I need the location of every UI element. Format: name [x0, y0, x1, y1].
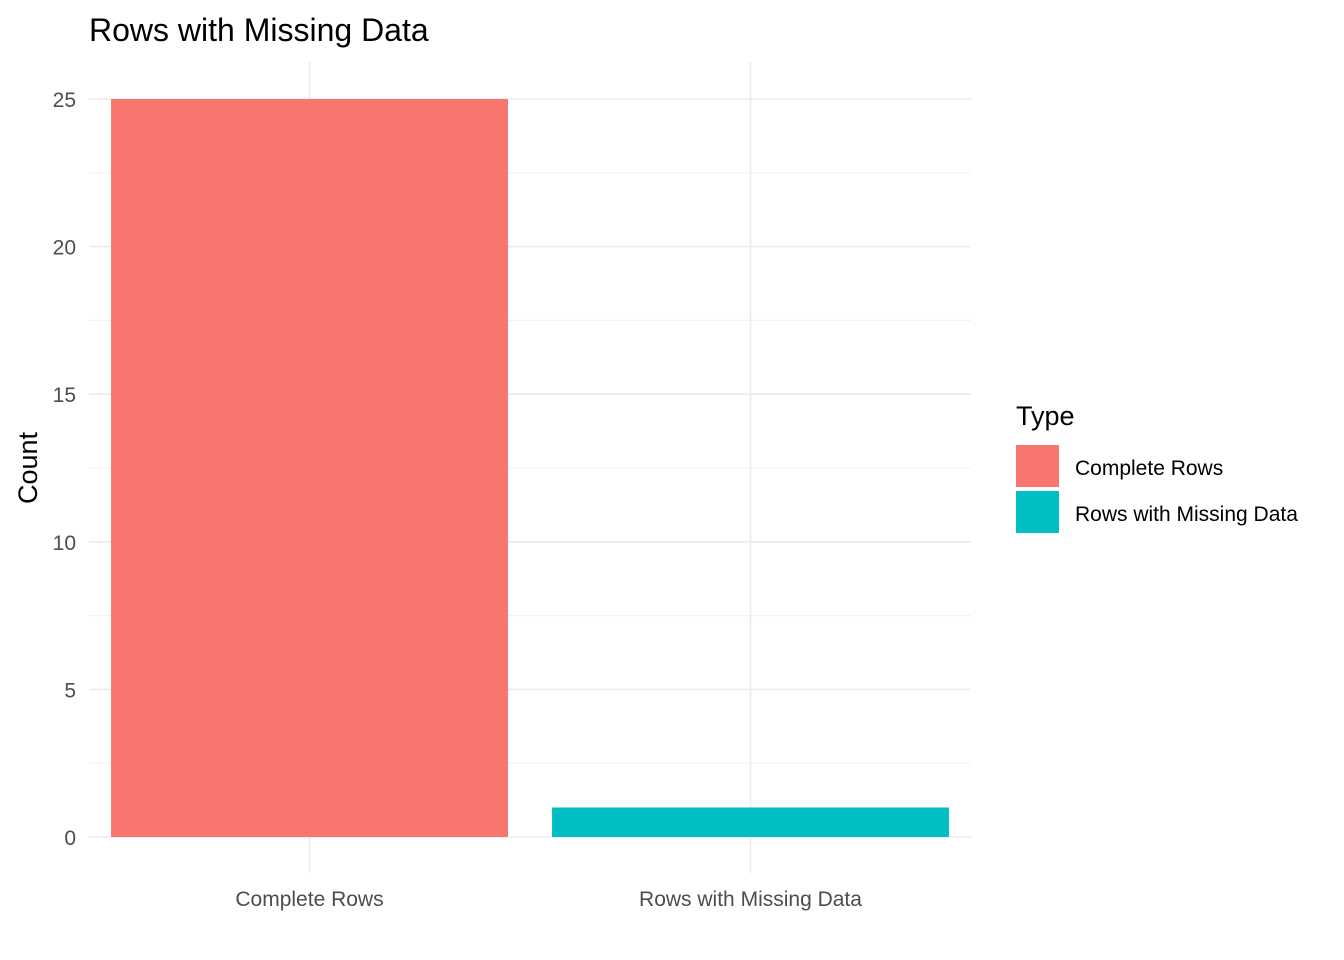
- x-tick-label: Complete Rows: [235, 888, 383, 911]
- y-tick-label: 0: [64, 827, 76, 850]
- bars: [111, 99, 949, 837]
- legend-title: Type: [1016, 401, 1075, 431]
- y-tick-label: 5: [64, 679, 76, 702]
- bar: [552, 807, 949, 837]
- chart-title: Rows with Missing Data: [89, 12, 429, 48]
- y-axis-label: Count: [13, 431, 43, 504]
- x-tick-labels: Complete Rows Rows with Missing Data: [235, 888, 862, 911]
- y-tick-label: 10: [53, 532, 76, 555]
- legend-label: Complete Rows: [1075, 457, 1223, 480]
- y-tick-label: 25: [53, 89, 76, 112]
- y-tick-label: 15: [53, 384, 76, 407]
- legend: Type Complete Rows Rows with Missing Data: [1016, 401, 1298, 533]
- legend-key: [1016, 445, 1059, 487]
- y-tick-label: 20: [53, 237, 76, 260]
- x-tick-label: Rows with Missing Data: [639, 888, 862, 911]
- y-tick-labels: 0 5 10 15 20 25: [53, 89, 76, 850]
- bar: [111, 99, 508, 837]
- legend-label: Rows with Missing Data: [1075, 503, 1298, 526]
- legend-key: [1016, 491, 1059, 533]
